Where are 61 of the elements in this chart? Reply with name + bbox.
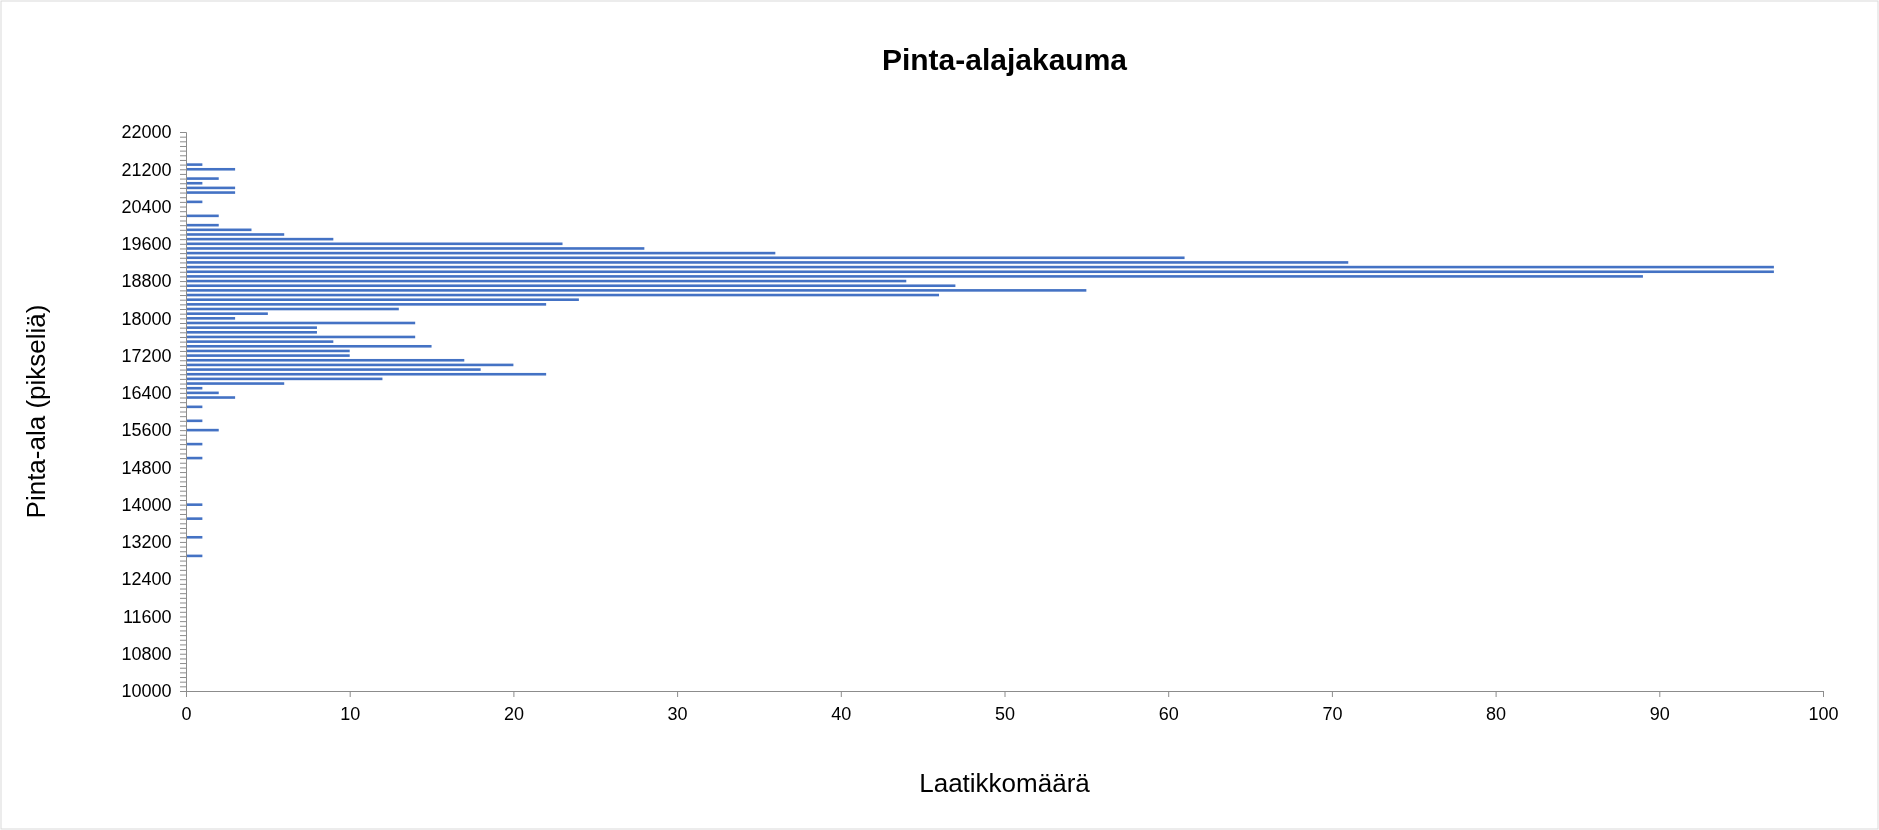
y-tick-label: 20400 xyxy=(121,196,172,217)
y-tick-label: 14000 xyxy=(121,494,172,515)
bar xyxy=(186,396,236,399)
bar xyxy=(186,317,236,320)
bar xyxy=(186,233,285,236)
y-tick-label: 22000 xyxy=(121,122,172,143)
x-tick-label: 100 xyxy=(1808,703,1839,724)
bar xyxy=(186,517,203,520)
bar xyxy=(186,177,219,180)
x-tick-label: 40 xyxy=(831,703,852,724)
x-tick-label: 10 xyxy=(340,703,361,724)
y-tick-label: 11600 xyxy=(122,606,172,627)
bar xyxy=(186,303,547,306)
bar xyxy=(186,368,481,371)
y-tick-label: 18000 xyxy=(121,308,172,329)
x-tick-label: 30 xyxy=(667,703,688,724)
bar xyxy=(186,354,350,357)
bar xyxy=(186,298,579,301)
bar xyxy=(186,256,1185,260)
bar xyxy=(186,535,203,539)
y-tick-label: 17200 xyxy=(121,345,172,366)
chart-title: Pinta-alajakauma xyxy=(881,43,1128,76)
y-tick-label: 10800 xyxy=(121,643,172,664)
bar xyxy=(186,167,236,171)
x-tick-label: 90 xyxy=(1649,703,1670,724)
y-tick-label: 16400 xyxy=(121,383,172,404)
bar xyxy=(186,191,236,194)
y-axis-title: Pinta-ala (pikseliä) xyxy=(21,304,51,519)
bar xyxy=(186,163,203,166)
y-tick-label: 15600 xyxy=(121,420,172,441)
bar xyxy=(186,372,547,376)
x-tick-label: 20 xyxy=(503,703,524,724)
x-tick-label: 70 xyxy=(1322,703,1343,724)
x-tick-label: 60 xyxy=(1158,703,1179,724)
x-axis-title: Laatikkomäärä xyxy=(919,768,1091,798)
x-tick-label: 0 xyxy=(181,703,192,724)
bar xyxy=(186,284,956,288)
y-tick-label: 19600 xyxy=(121,234,172,255)
y-tick-label: 21200 xyxy=(121,159,172,180)
bar xyxy=(186,340,334,343)
bar xyxy=(186,326,317,329)
bar xyxy=(186,261,1349,264)
bar xyxy=(186,382,285,385)
y-tick-label: 10000 xyxy=(121,681,172,702)
bar xyxy=(186,312,268,315)
bar xyxy=(186,247,645,250)
y-tick-label: 13200 xyxy=(121,532,172,553)
y-tick-label: 18800 xyxy=(121,271,172,292)
bar xyxy=(186,289,1087,292)
bar xyxy=(186,181,203,185)
bar xyxy=(186,358,465,362)
bar xyxy=(186,331,317,334)
bar xyxy=(186,386,203,390)
bar xyxy=(186,270,1774,274)
bar xyxy=(186,275,1643,278)
bar xyxy=(186,503,203,506)
x-tick-label: 50 xyxy=(994,703,1016,724)
bar xyxy=(186,344,432,348)
y-tick-label: 14800 xyxy=(121,457,172,478)
y-tick-label: 12400 xyxy=(121,569,172,590)
x-tick-label: 80 xyxy=(1486,703,1507,724)
